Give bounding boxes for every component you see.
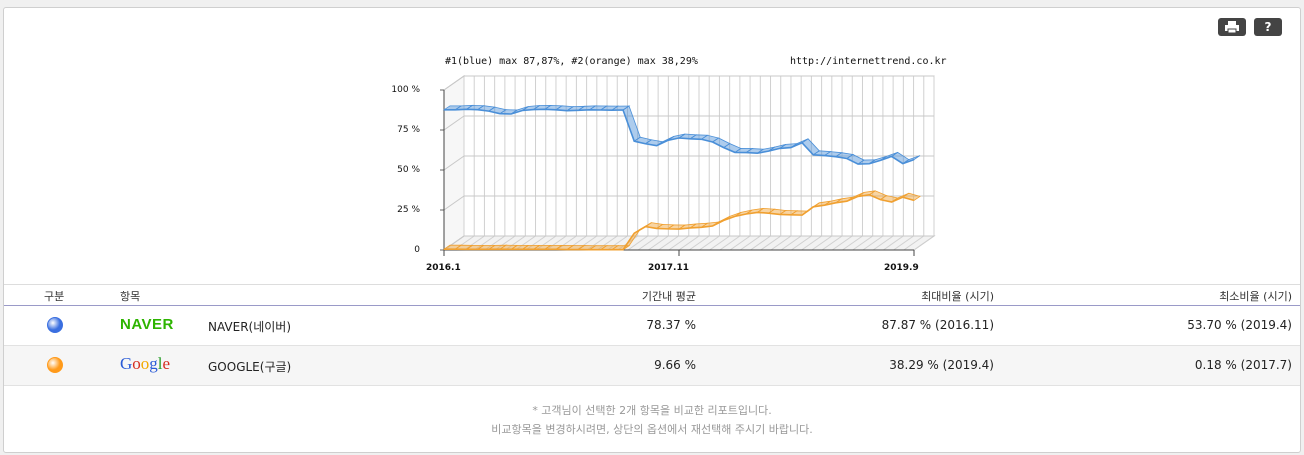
grid-line — [627, 235, 649, 251]
grid-line — [740, 235, 761, 251]
grid-line — [515, 235, 536, 251]
chart-title: #1(blue) max 87,87%, #2(orange) max 38,2… — [445, 56, 698, 67]
grid-line — [780, 235, 802, 251]
grid-line — [637, 235, 659, 251]
col-avg: 기간내 평균 — [641, 290, 696, 303]
grid-line — [678, 235, 700, 251]
grid-line — [668, 235, 690, 251]
col-max: 최대비율 (시기) — [921, 290, 994, 303]
print-icon — [1225, 21, 1239, 34]
grid-line — [464, 235, 485, 251]
grid-line — [545, 235, 567, 251]
series-0-line — [444, 108, 915, 165]
trend-chart: #1(blue) max 87,87%, #2(orange) max 38,2… — [378, 53, 958, 278]
grid-line — [750, 235, 771, 251]
grid-line — [801, 235, 822, 251]
grid-line — [443, 195, 465, 211]
grid-line — [474, 235, 495, 251]
info-note-1: * 고객님이 선택한 2개 항목을 비교한 리포트입니다. — [532, 404, 772, 417]
grid-line — [729, 235, 751, 251]
col-min: 최소비율 (시기) — [1219, 290, 1292, 303]
naver-logo: NAVER — [120, 316, 174, 333]
grid-line — [525, 235, 547, 251]
grid-line — [852, 235, 873, 251]
grid-line — [648, 235, 669, 251]
grid-line — [719, 235, 741, 251]
report-panel: ? #1(blue) max 87,87%, #2(orange) max 38… — [3, 7, 1301, 453]
grid-line — [535, 235, 557, 251]
google-logo: Google — [120, 354, 171, 373]
grid-line — [556, 235, 577, 251]
max-value: 38.29 % (2019.4) — [889, 358, 994, 372]
x-tick-start: 2016.1 — [426, 263, 461, 273]
grid-line — [443, 155, 465, 171]
grid-line — [883, 235, 904, 251]
comparison-table: 구분 항목 기간내 평균 최대비율 (시기) 최소비율 (시기) NAVER N… — [4, 284, 1300, 386]
grid-line — [872, 235, 894, 251]
x-tick-mid: 2017.11 — [648, 263, 689, 273]
grid-line — [831, 235, 853, 251]
grid-line — [494, 235, 516, 251]
grid-line — [709, 235, 730, 251]
grid-line — [699, 235, 720, 251]
grid-line — [811, 235, 833, 251]
grid-line — [913, 235, 935, 251]
grid-line — [821, 235, 843, 251]
min-value: 53.70 % (2019.4) — [1187, 318, 1292, 332]
x-tick-end: 2019.9 — [884, 263, 919, 273]
grid-line — [842, 235, 863, 251]
item-name: GOOGLE(구글) — [208, 360, 292, 374]
avg-value: 9.66 % — [654, 358, 696, 372]
y-tick-25: 25 % — [397, 205, 420, 215]
col-gubun: 구분 — [44, 290, 65, 303]
item-name: NAVER(네이버) — [208, 320, 292, 334]
y-tick-100: 100 % — [391, 85, 420, 95]
table-header: 구분 항목 기간내 평균 최대비율 (시기) 최소비율 (시기) — [4, 284, 1300, 306]
col-item: 항목 — [120, 290, 141, 303]
grid-line — [607, 235, 628, 251]
series-1-line — [444, 193, 915, 251]
grid-line — [505, 235, 526, 251]
y-tick-0: 0 — [414, 245, 420, 255]
series-dot-blue — [47, 317, 63, 333]
info-note-2: 비교항목을 변경하시려면, 상단의 옵션에서 재선택해 주시기 바랍니다. — [491, 423, 813, 436]
help-button[interactable]: ? — [1254, 18, 1282, 36]
grid-line — [596, 235, 618, 251]
grid-line — [760, 235, 782, 251]
grid-line — [443, 75, 465, 91]
avg-value: 78.37 % — [646, 318, 696, 332]
y-tick-75: 75 % — [397, 125, 420, 135]
grid-line — [903, 235, 925, 251]
grid-line — [484, 235, 506, 251]
grid-line — [893, 235, 914, 251]
print-button[interactable] — [1218, 18, 1246, 36]
grid-line — [770, 235, 792, 251]
grid-line — [688, 235, 710, 251]
grid-line — [658, 235, 679, 251]
grid-line — [443, 235, 465, 251]
chart-source: http://internettrend.co.kr — [790, 56, 947, 67]
grid-line — [586, 235, 608, 251]
grid-line — [443, 115, 465, 131]
grid-line — [576, 235, 598, 251]
grid-line — [791, 235, 812, 251]
table-row: Google GOOGLE(구글) 9.66 % 38.29 % (2019.4… — [4, 346, 1300, 386]
series-dot-orange — [47, 357, 63, 373]
grid-line — [862, 235, 884, 251]
table-row: NAVER NAVER(네이버) 78.37 % 87.87 % (2016.1… — [4, 306, 1300, 346]
min-value: 0.18 % (2017.7) — [1194, 358, 1292, 372]
chart-plot — [440, 75, 936, 256]
max-value: 87.87 % (2016.11) — [881, 318, 994, 332]
y-tick-50: 50 % — [397, 165, 420, 175]
